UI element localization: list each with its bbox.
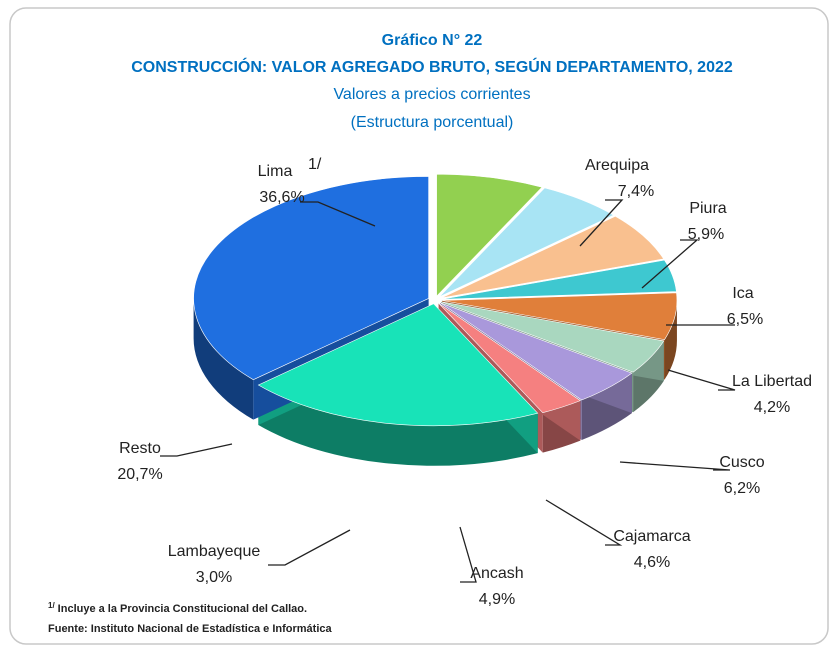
source: Fuente: Instituto Nacional de Estadístic…	[48, 623, 332, 635]
category-label: La Libertad	[732, 373, 812, 390]
category-label: Cusco	[719, 454, 764, 471]
leader-line	[667, 369, 736, 391]
category-label: Lambayeque	[168, 543, 261, 560]
value-label: 36,6%	[259, 189, 304, 206]
slice	[440, 215, 665, 299]
value-label: 4,2%	[754, 399, 790, 416]
chart-subtitle: Valores a precios corrientes	[333, 86, 530, 103]
chart-title: Gráfico N° 22	[382, 32, 483, 49]
footnote-text: Incluye a la Provincia Constitucional de…	[58, 603, 307, 615]
category-label: Piura	[689, 200, 726, 217]
category-label: Ancash	[470, 565, 523, 582]
leader-line	[619, 461, 731, 471]
slice	[436, 173, 543, 297]
leader-line	[268, 529, 351, 566]
value-label: 5,9%	[688, 226, 724, 243]
value-label: 6,5%	[727, 311, 763, 328]
value-label: 4,9%	[479, 591, 515, 608]
value-label: 4,6%	[634, 554, 670, 571]
leader-line	[545, 499, 623, 546]
category-label: Lima	[258, 163, 293, 180]
category-label: Resto	[119, 440, 161, 457]
leader-line	[641, 239, 699, 289]
slice	[438, 303, 582, 414]
footnote-marker: 1/	[48, 601, 55, 610]
slice	[441, 301, 665, 373]
leader-line	[300, 201, 376, 227]
value-label: 20,7%	[117, 466, 162, 483]
value-label: 7,4%	[618, 183, 654, 200]
slice	[441, 292, 678, 340]
slice-side	[193, 298, 254, 420]
leader-line	[459, 526, 477, 583]
slice-side	[258, 385, 538, 466]
category-label: Ica	[732, 285, 753, 302]
chart-subtitle: (Estructura porcentual)	[351, 114, 514, 131]
footnote-marker: 1/	[308, 156, 322, 173]
slice	[439, 187, 615, 298]
footnote: 1/Incluye a la Provincia Constitucional …	[48, 601, 307, 615]
leader-line	[160, 443, 233, 457]
slice	[441, 259, 677, 300]
slice	[257, 303, 539, 427]
category-label: Arequipa	[585, 157, 649, 174]
slice	[439, 302, 633, 401]
slice	[193, 176, 429, 381]
chart-subtitle: CONSTRUCCIÓN: VALOR AGREGADO BRUTO, SEGÚ…	[131, 57, 733, 76]
leader-line	[579, 199, 624, 247]
category-label: Cajamarca	[613, 528, 690, 545]
pie	[193, 173, 678, 466]
value-label: 3,0%	[196, 569, 232, 586]
labels: Arequipa 7,4% Piura 5,9% Ica 6,5% La Libertad 4…	[117, 156, 812, 608]
value-label: 6,2%	[724, 480, 760, 497]
